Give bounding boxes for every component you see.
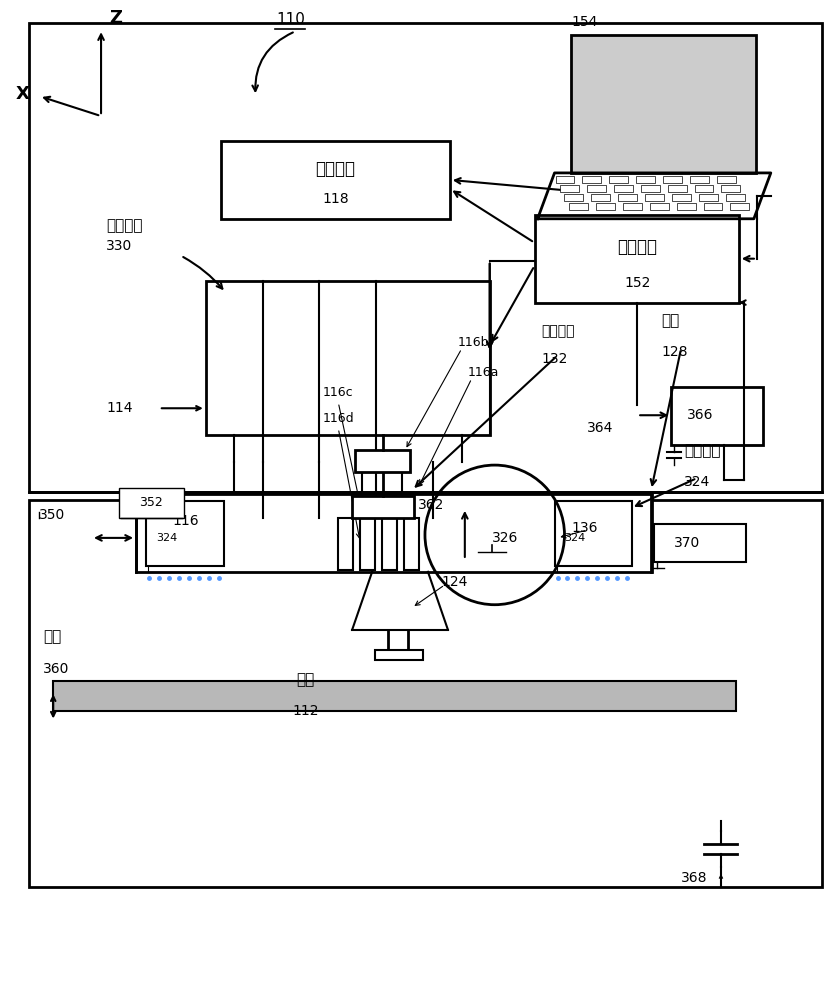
Bar bbox=[571, 35, 756, 173]
Text: 132: 132 bbox=[542, 352, 568, 366]
Bar bbox=[641, 185, 660, 192]
Text: 托盘: 托盘 bbox=[43, 630, 61, 645]
Bar bbox=[663, 176, 682, 183]
Text: 330: 330 bbox=[106, 239, 132, 253]
Bar bbox=[206, 281, 490, 435]
Bar bbox=[704, 203, 723, 210]
Text: 供应设备: 供应设备 bbox=[106, 218, 142, 233]
Bar bbox=[221, 141, 450, 219]
Bar bbox=[565, 194, 583, 201]
Bar bbox=[636, 176, 655, 183]
Bar bbox=[596, 203, 614, 210]
Bar bbox=[119, 488, 184, 518]
Bar bbox=[650, 203, 669, 210]
Bar bbox=[690, 176, 709, 183]
Text: 116c: 116c bbox=[323, 386, 353, 399]
Bar bbox=[338, 518, 353, 570]
Bar bbox=[645, 194, 664, 201]
Bar bbox=[560, 185, 579, 192]
Bar bbox=[699, 194, 718, 201]
Bar bbox=[717, 176, 736, 183]
Bar bbox=[623, 203, 642, 210]
Bar bbox=[587, 185, 606, 192]
Bar bbox=[730, 203, 749, 210]
Bar bbox=[676, 203, 696, 210]
Text: 370: 370 bbox=[674, 536, 700, 550]
Text: 支架: 支架 bbox=[661, 313, 680, 328]
Text: 152: 152 bbox=[624, 276, 650, 290]
Text: 调平装置: 调平装置 bbox=[542, 324, 575, 338]
Text: 136: 136 bbox=[571, 521, 598, 535]
Bar bbox=[614, 185, 633, 192]
Bar bbox=[591, 194, 610, 201]
Bar bbox=[146, 501, 223, 566]
Bar bbox=[352, 496, 414, 518]
Text: Z: Z bbox=[109, 9, 122, 27]
Text: 物体: 物体 bbox=[296, 672, 314, 687]
Text: 154: 154 bbox=[571, 15, 598, 29]
Bar bbox=[556, 176, 575, 183]
Bar bbox=[382, 518, 397, 570]
Bar bbox=[582, 176, 601, 183]
Text: 116a: 116a bbox=[468, 366, 500, 379]
Bar bbox=[726, 194, 745, 201]
Text: 128: 128 bbox=[661, 345, 688, 359]
Text: X: X bbox=[16, 85, 29, 103]
Bar bbox=[355, 450, 410, 472]
Text: 118: 118 bbox=[322, 192, 348, 206]
Text: 360: 360 bbox=[43, 662, 69, 676]
Text: 352: 352 bbox=[139, 496, 163, 509]
Text: 114: 114 bbox=[106, 401, 132, 415]
Text: 324: 324 bbox=[684, 475, 710, 489]
Bar bbox=[136, 494, 653, 572]
Bar bbox=[361, 518, 375, 570]
Text: 116b: 116b bbox=[458, 336, 490, 349]
Text: 110: 110 bbox=[276, 12, 305, 27]
Bar bbox=[404, 518, 419, 570]
Text: 362: 362 bbox=[418, 498, 444, 512]
Text: 324: 324 bbox=[155, 533, 177, 543]
Text: 112: 112 bbox=[292, 704, 318, 718]
Bar bbox=[672, 194, 691, 201]
Text: 366: 366 bbox=[687, 408, 714, 422]
Bar bbox=[619, 194, 638, 201]
Text: 364: 364 bbox=[587, 421, 614, 435]
Bar bbox=[555, 501, 633, 566]
Text: 116: 116 bbox=[173, 514, 199, 528]
Bar bbox=[375, 650, 423, 660]
Bar bbox=[695, 185, 714, 192]
Bar bbox=[29, 23, 822, 492]
Text: 324: 324 bbox=[565, 533, 586, 543]
Bar bbox=[654, 524, 746, 562]
Bar bbox=[721, 185, 740, 192]
Text: 368: 368 bbox=[681, 871, 707, 885]
Text: 124: 124 bbox=[442, 575, 468, 589]
Text: 326: 326 bbox=[491, 531, 518, 545]
Text: 硬化装置: 硬化装置 bbox=[684, 443, 720, 458]
Bar bbox=[569, 203, 588, 210]
Bar bbox=[53, 681, 736, 711]
Bar bbox=[667, 185, 686, 192]
Bar bbox=[672, 387, 762, 445]
Bar bbox=[29, 500, 822, 887]
Text: 控制单元: 控制单元 bbox=[617, 238, 657, 256]
Bar bbox=[609, 176, 629, 183]
Text: 116d: 116d bbox=[323, 412, 354, 425]
Polygon shape bbox=[538, 173, 771, 219]
Text: 用户介面: 用户介面 bbox=[315, 160, 356, 178]
Text: 350: 350 bbox=[39, 508, 65, 522]
Bar bbox=[534, 215, 739, 303]
